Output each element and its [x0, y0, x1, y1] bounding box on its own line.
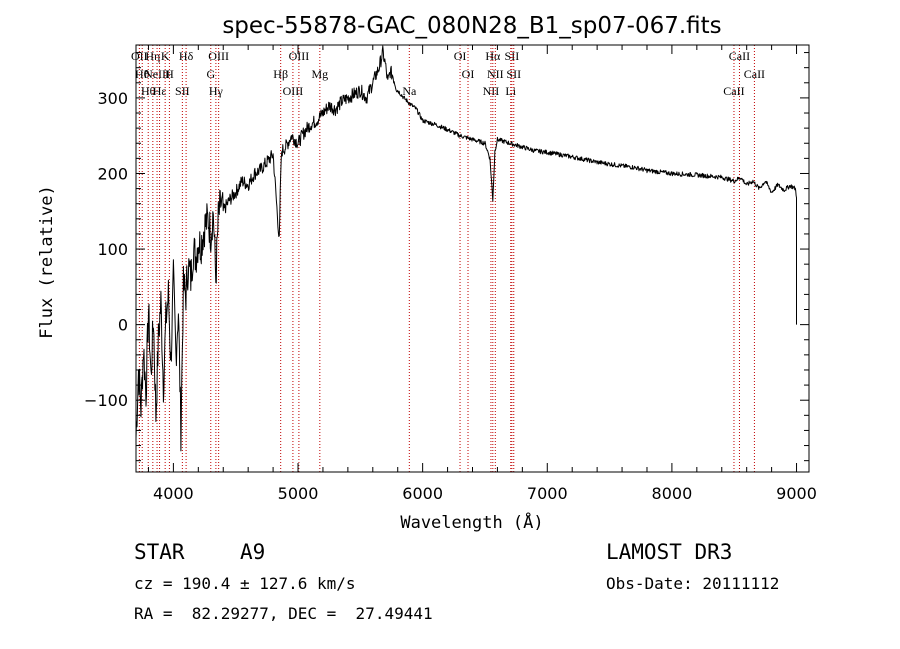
obs-date: Obs-Date: 20111112 [606, 574, 780, 593]
line-marker-label: SII [175, 84, 190, 98]
line-marker-label: OIII [208, 49, 229, 63]
coordinates: RA = 82.29277, DEC = 27.49441 [134, 604, 433, 623]
line-marker-label: H [165, 67, 174, 81]
line-marker-label: NeIII [144, 67, 170, 81]
survey-label: LAMOST DR3 [606, 540, 733, 564]
line-marker-label: Hδ [179, 49, 194, 63]
line-marker-label: K [161, 49, 170, 63]
line-marker-label: Mg [311, 67, 328, 81]
line-marker-label: NII [487, 67, 504, 81]
y-tick-label: −100 [84, 391, 128, 410]
line-marker-label: CaII [729, 49, 750, 63]
object-subclass: A9 [240, 540, 266, 564]
line-marker-label: CaII [723, 84, 744, 98]
object-class: STAR [134, 540, 185, 564]
y-tick-label: 100 [97, 240, 128, 259]
data-series-layer [135, 45, 797, 452]
x-tick-label: 5000 [278, 484, 319, 503]
line-marker-label: Hα [485, 49, 501, 63]
line-marker-label: Hθ [135, 67, 150, 81]
chart-title: spec-55878-GAC_080N28_B1_sp07-067.fits [222, 13, 721, 39]
line-marker-label: OII [131, 49, 148, 63]
spectrum-series-line [135, 45, 797, 452]
line-marker-label: SII [506, 67, 521, 81]
x-tick-label: 8000 [652, 484, 693, 503]
x-tick-label: 6000 [402, 484, 443, 503]
spectral-line-markers: OIIHθHθHηNeIIIHεKHSIIHδGHγOIIIHβOIIIOIII… [131, 45, 765, 472]
line-marker-label: Li [505, 84, 516, 98]
line-marker-label: OI [454, 49, 467, 63]
y-tick-label: 0 [118, 316, 128, 335]
line-marker-label: Hε [153, 84, 167, 98]
line-marker-label: OI [462, 67, 475, 81]
x-tick-label: 7000 [527, 484, 568, 503]
line-marker-label: G [206, 67, 215, 81]
y-axis-label: Flux (relative) [37, 185, 57, 339]
line-marker-label: Na [402, 84, 417, 98]
line-marker-label: NII [483, 84, 500, 98]
x-tick-label: 9000 [776, 484, 817, 503]
x-tick-label: 4000 [153, 484, 194, 503]
axis-ticks: 4000 5000 6000 7000 8000 9000 −100 0 100 200 300 [84, 45, 817, 503]
line-marker-label: SII [505, 49, 520, 63]
redshift-readout: cz = 190.4 ± 127.6 km/s [134, 574, 356, 593]
line-marker-label: CaII [744, 67, 765, 81]
y-tick-label: 200 [97, 164, 128, 183]
plot-frame [135, 44, 810, 473]
line-marker-label: OIII [289, 49, 310, 63]
line-marker-label: Hθ [141, 84, 156, 98]
line-marker-label: Hγ [209, 84, 224, 98]
x-axis-label: Wavelength (Å) [400, 511, 543, 533]
y-tick-label: 300 [97, 89, 128, 108]
line-marker-label: Hη [145, 49, 160, 63]
line-marker-label: Hβ [273, 67, 288, 81]
line-marker-label: OIII [283, 84, 304, 98]
